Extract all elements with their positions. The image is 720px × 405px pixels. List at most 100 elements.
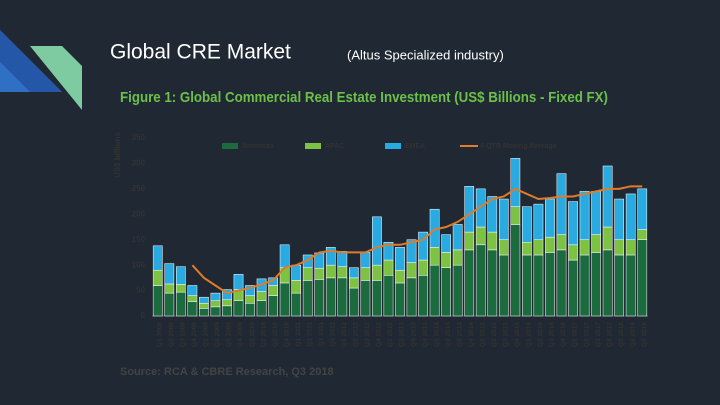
x-tick-label: Q4 2013 [422,322,429,347]
bar-segment [625,193,636,240]
bar-segment [222,305,232,317]
x-tick-label: Q1 2017 [572,322,579,347]
bar-segment [152,285,163,317]
x-tick-label: Q3 2010 [272,322,279,347]
x-tick-label: Q1 2013 [387,322,394,347]
x-tick-label: Q3 2012 [364,322,371,347]
legend-swatch [222,143,238,149]
bar-segment [348,267,359,279]
bar-segment [510,158,521,207]
bar-segment [199,308,209,317]
bar-segment [614,254,625,317]
x-tick-label: Q4 2011 [330,322,337,347]
bar-segment [579,254,590,317]
bar-segment [199,296,209,304]
bar-segment [245,303,255,317]
bar-segment [637,229,648,240]
bar-segment [233,300,244,317]
bar-segment [175,291,186,317]
bar-segment [395,269,405,284]
bar-segment [418,275,428,317]
x-tick-label: Q1 2015 [479,322,486,347]
bar-segment [452,224,463,251]
x-tick-label: Q2 2011 [306,322,313,347]
bar-segment [591,191,601,235]
bar-segment [164,283,175,294]
bar-segment [464,231,475,251]
x-tick-label: Q2 2010 [260,322,267,347]
x-tick-label: Q2 2016 [537,322,544,347]
bar-segment [522,242,532,256]
bar-segment [325,247,336,266]
bar-segment [245,295,255,304]
x-tick-label: Q3 2017 [595,322,602,347]
x-tick-label: Q1 2008 [156,322,163,347]
bar-segment [187,285,198,296]
bar-segment [579,239,590,256]
bar-segment [164,263,175,285]
x-tick-label: Q4 2017 [606,322,613,347]
bar-segment [256,300,267,317]
x-tick-label: Q1 2010 [249,322,256,347]
bar-segment [545,236,555,253]
x-tick-label: Q2 2009 [214,322,221,347]
bar-segment [348,277,359,289]
x-tick-label: Q2 2012 [353,322,360,347]
bar-segment [268,295,278,317]
bar-segment [187,295,198,303]
bar-segment [602,226,613,251]
bar-segment [533,254,544,317]
x-tick-label: Q3 2018 [641,322,648,347]
bar-segment [452,264,463,317]
bar-segment [406,277,417,317]
bar-segment [383,275,394,317]
bar-segment [625,239,636,256]
bar-segment [556,173,567,235]
bar-segment [372,264,382,281]
bar-segment [406,262,417,279]
bar-segment [475,244,486,317]
bar-segment [383,242,394,261]
bar-segment [545,252,555,317]
y-tick-label: 250 [132,184,146,193]
bar-segment [452,249,463,266]
bar-segment [418,231,428,261]
x-tick-label: Q2 2008 [168,322,175,347]
y-tick-label: 300 [132,159,146,168]
bar-segment [372,280,382,317]
bar-segment [602,249,613,317]
bar-segment [325,264,336,279]
bar-segment [395,282,405,317]
bar-segment [175,266,186,285]
x-tick-label: Q1 2018 [618,322,625,347]
bar-segment [475,188,486,228]
bar-segment [210,292,221,301]
legend-label: Americas [242,143,274,150]
bar-segment [418,259,428,276]
bar-segment [556,234,567,251]
bar-segment [510,206,521,225]
bar-segment [625,254,636,317]
source: Source: RCA & CBRE Research, Q3 2018 [120,366,334,378]
bar-segment [487,231,498,251]
bar-segment [579,191,590,240]
bar-segment [498,198,509,240]
legend-swatch [385,143,401,149]
x-tick-label: Q1 2009 [203,322,210,347]
x-tick-label: Q3 2015 [503,322,510,347]
bar-segment [487,196,498,233]
slide-title: Global CRE Market [110,41,291,64]
bar-segment [498,254,509,317]
bar-segment [429,247,440,266]
x-tick-label: Q1 2014 [433,322,440,347]
bar-segment [314,267,325,280]
bar-segment [522,254,532,317]
bar-segment [591,252,601,317]
bar-segment [522,206,532,243]
legend-swatch [305,143,321,149]
bar-segment [348,287,359,317]
bar-segment [337,266,348,279]
bar-segment [395,247,405,271]
